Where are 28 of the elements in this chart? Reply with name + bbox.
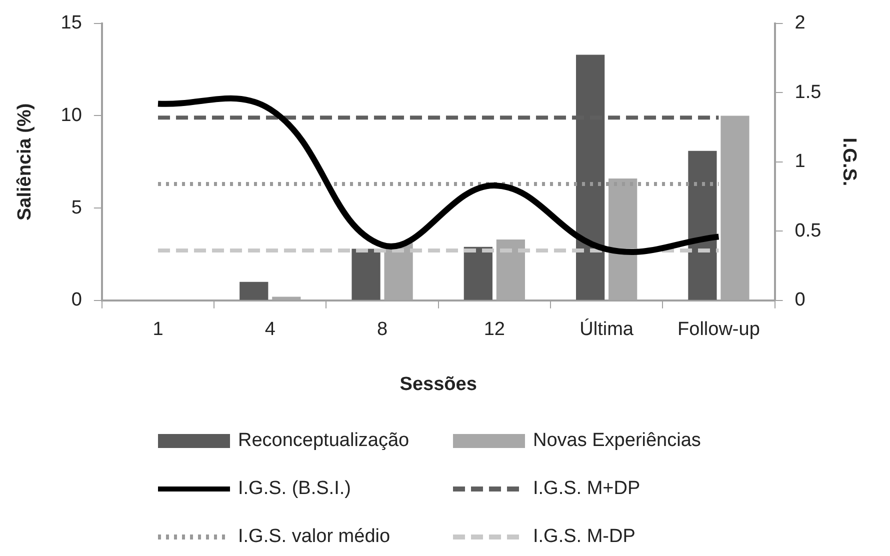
legend-label: I.G.S. valor médio	[238, 526, 390, 548]
y2-axis-title: I.G.S.	[838, 138, 860, 186]
x-tick-label: 12	[484, 319, 505, 340]
legend-label: I.G.S. M-DP	[533, 526, 636, 548]
bar	[464, 246, 492, 300]
x-tick-label: 4	[264, 319, 276, 340]
x-tick-label: 8	[377, 319, 388, 340]
y-tick-label: 0	[71, 290, 82, 311]
legend-label: I.G.S. (B.S.I.)	[238, 478, 351, 500]
y2-tick-label: 0.5	[794, 220, 822, 242]
y-tick-label: 15	[60, 12, 82, 34]
y2-tick-label: 1.5	[794, 82, 822, 103]
legend-label: Novas Experiências	[533, 430, 701, 452]
x-axis-title: Sessões	[400, 374, 477, 395]
y-tick-label: 10	[60, 104, 82, 126]
x-tick-label: Última	[580, 318, 634, 340]
legend-label: Reconceptualização	[238, 430, 410, 452]
y2-tick-label: 1	[794, 151, 806, 172]
bar	[240, 282, 268, 300]
bar	[688, 150, 717, 300]
y2-tick-label: 2	[794, 12, 806, 34]
y2-tick-label: 0	[794, 290, 806, 311]
y-tick-label: 5	[71, 197, 82, 218]
y-axis-title: Saliência (%)	[14, 103, 36, 221]
bar	[352, 248, 380, 300]
x-tick-label: Follow-up	[678, 319, 760, 340]
x-tick-label: 1	[152, 319, 164, 340]
legend-label: I.G.S. M+DP	[533, 478, 640, 500]
